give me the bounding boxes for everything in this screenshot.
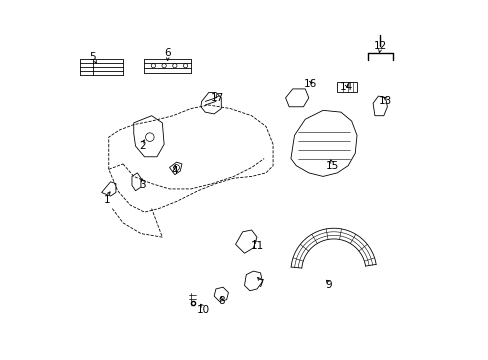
- Text: 4: 4: [171, 166, 178, 176]
- Text: 11: 11: [250, 241, 263, 251]
- Text: 7: 7: [257, 279, 264, 289]
- Text: 14: 14: [339, 82, 352, 92]
- Text: 10: 10: [197, 305, 209, 315]
- Text: 1: 1: [103, 195, 110, 204]
- Text: 17: 17: [211, 93, 224, 103]
- Text: 9: 9: [325, 280, 331, 291]
- Text: 16: 16: [304, 78, 317, 89]
- Text: 2: 2: [139, 141, 146, 151]
- Text: 13: 13: [378, 96, 391, 107]
- Text: 3: 3: [139, 180, 146, 190]
- Text: 5: 5: [89, 52, 96, 62]
- Text: 15: 15: [325, 161, 338, 171]
- Text: 6: 6: [164, 48, 171, 58]
- Text: 12: 12: [373, 41, 386, 51]
- Text: 8: 8: [218, 296, 224, 306]
